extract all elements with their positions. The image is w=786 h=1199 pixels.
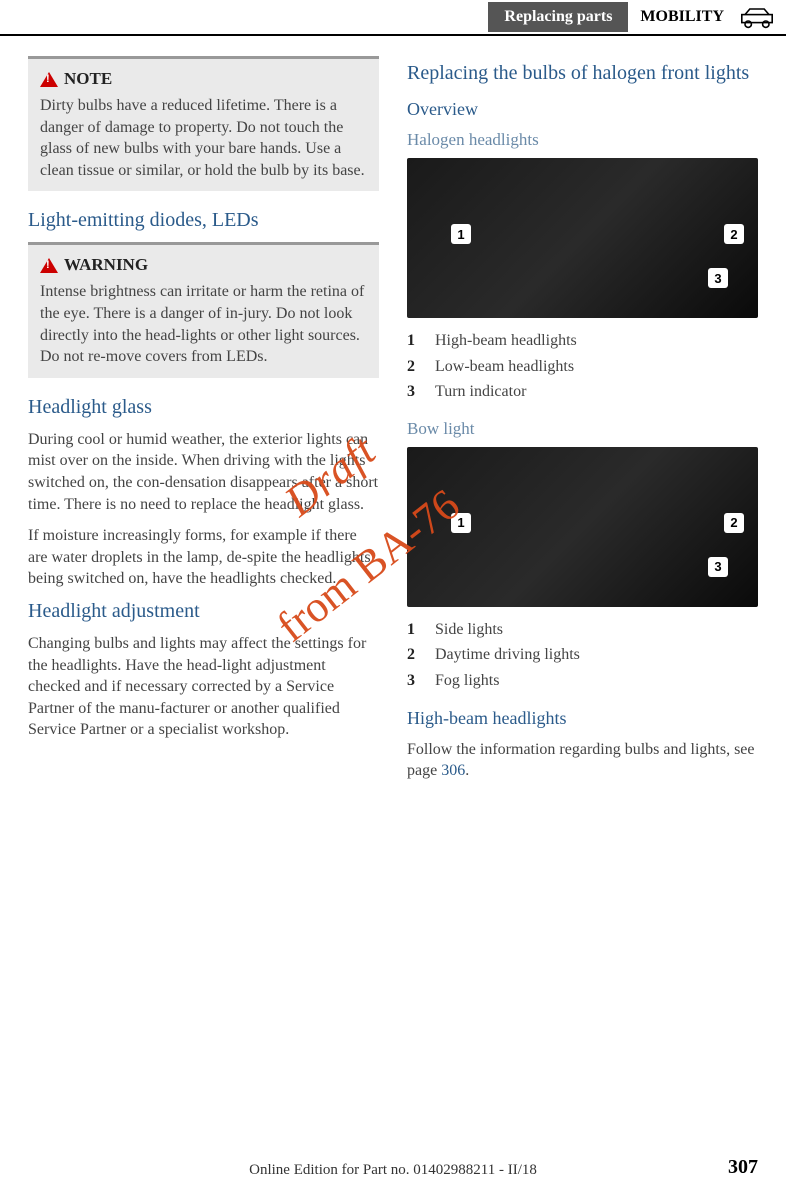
left-column: NOTE Dirty bulbs have a reduced lifetime… [28, 56, 379, 792]
list-item: 3 Turn indicator [407, 379, 758, 405]
list-num: 1 [407, 617, 421, 643]
note-box: NOTE Dirty bulbs have a reduced lifetime… [28, 56, 379, 191]
heading-adjustment: Headlight adjustment [28, 600, 379, 623]
car-icon [736, 5, 778, 29]
list-num: 3 [407, 379, 421, 405]
callout-1: 1 [451, 513, 471, 533]
page-link[interactable]: 306 [441, 762, 465, 779]
halogen-list: 1 High-beam headlights 2 Low-beam headligh… [407, 328, 758, 405]
list-item: 1 Side lights [407, 617, 758, 643]
glass-paragraph-2: If moisture increasingly forms, for exam… [28, 525, 379, 590]
warning-triangle-icon [40, 258, 58, 273]
header-section: MOBILITY [628, 8, 736, 26]
heading-bow: Bow light [407, 419, 758, 439]
callout-3: 3 [708, 557, 728, 577]
glass-paragraph-1: During cool or humid weather, the exteri… [28, 429, 379, 515]
list-item: 3 Fog lights [407, 668, 758, 694]
list-item: 2 Low-beam headlights [407, 354, 758, 380]
halogen-headlight-image: 1 2 3 [407, 158, 758, 318]
list-num: 1 [407, 328, 421, 354]
callout-1: 1 [451, 224, 471, 244]
warning-triangle-icon [40, 72, 58, 87]
adjustment-paragraph: Changing bulbs and lights may affect the… [28, 633, 379, 741]
highbeam-text-2: . [465, 762, 469, 779]
callout-2: 2 [724, 224, 744, 244]
heading-glass: Headlight glass [28, 396, 379, 419]
page-number: 307 [728, 1156, 758, 1179]
bow-list: 1 Side lights 2 Daytime driving lights 3 Fo… [407, 617, 758, 694]
list-item: 1 High-beam headlights [407, 328, 758, 354]
heading-halogen: Halogen headlights [407, 130, 758, 150]
highbeam-paragraph: Follow the information regarding bulbs a… [407, 739, 758, 782]
note-title: NOTE [40, 69, 367, 89]
header-tab: Replacing parts [488, 2, 628, 32]
list-item: 2 Daytime driving lights [407, 642, 758, 668]
heading-led: Light-emitting diodes, LEDs [28, 209, 379, 232]
list-num: 2 [407, 354, 421, 380]
right-column: Replacing the bulbs of halogen front lig… [407, 56, 758, 792]
note-label: NOTE [64, 69, 112, 89]
list-text: Daytime driving lights [435, 642, 580, 668]
list-text: High-beam headlights [435, 328, 577, 354]
heading-overview: Overview [407, 99, 758, 120]
page-header: Replacing parts MOBILITY [0, 0, 786, 36]
warning-text: Intense brightness can irritate or harm … [40, 281, 367, 367]
heading-replace: Replacing the bulbs of halogen front lig… [407, 62, 758, 85]
note-text: Dirty bulbs have a reduced lifetime. The… [40, 95, 367, 181]
heading-highbeam: High-beam headlights [407, 708, 758, 729]
list-num: 2 [407, 642, 421, 668]
warning-box: WARNING Intense brightness can irritate … [28, 242, 379, 377]
list-text: Side lights [435, 617, 503, 643]
content: NOTE Dirty bulbs have a reduced lifetime… [0, 36, 786, 792]
warning-label: WARNING [64, 255, 148, 275]
callout-3: 3 [708, 268, 728, 288]
list-text: Low-beam headlights [435, 354, 574, 380]
footer-text: Online Edition for Part no. 01402988211 … [0, 1162, 786, 1179]
bow-light-image: 1 2 3 [407, 447, 758, 607]
list-num: 3 [407, 668, 421, 694]
warning-title: WARNING [40, 255, 367, 275]
list-text: Turn indicator [435, 379, 526, 405]
callout-2: 2 [724, 513, 744, 533]
list-text: Fog lights [435, 668, 499, 694]
